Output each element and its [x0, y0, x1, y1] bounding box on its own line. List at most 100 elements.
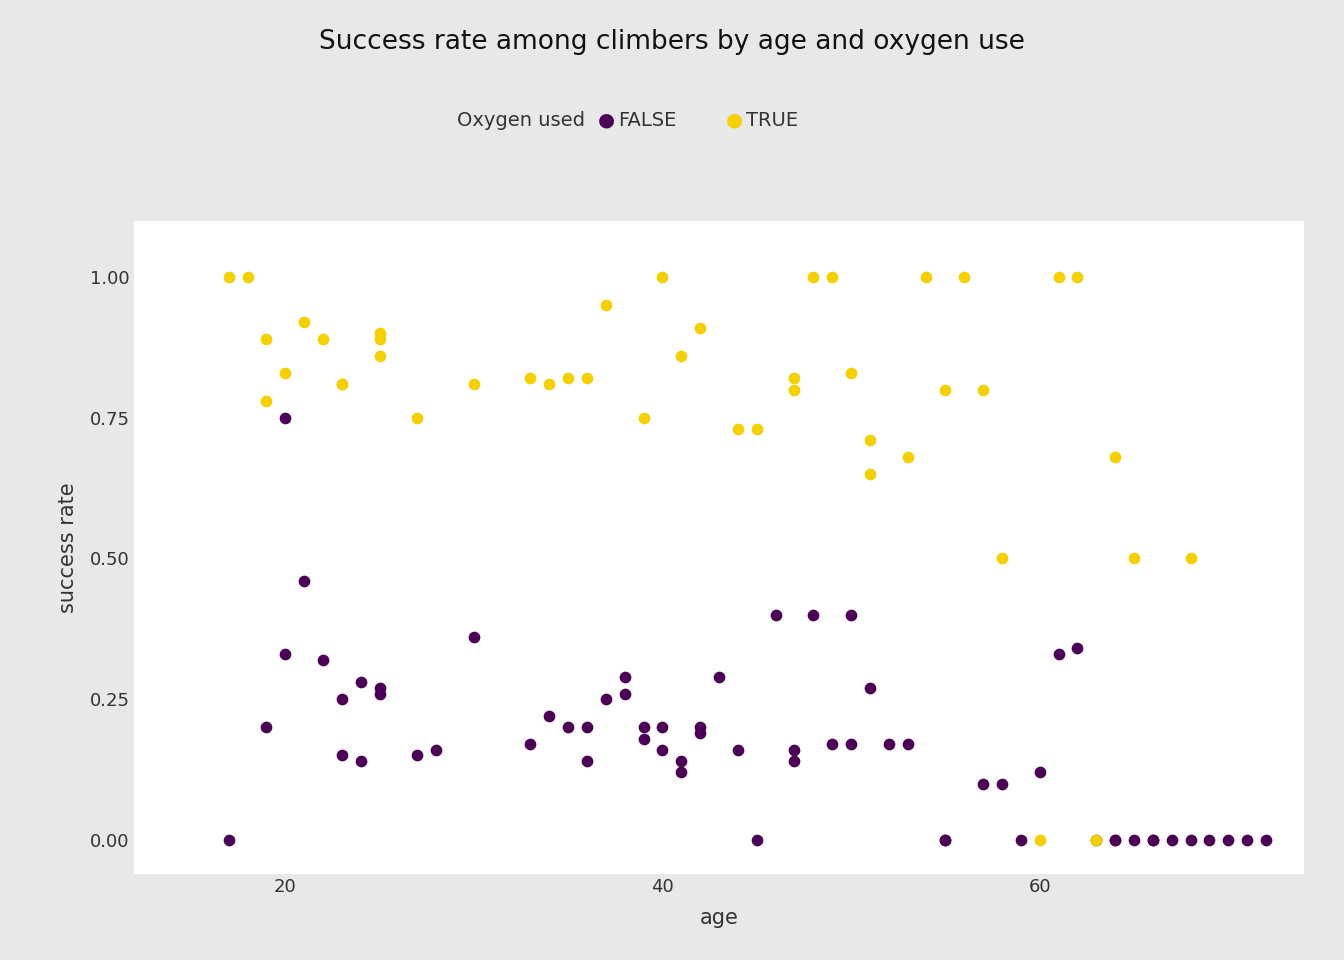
Point: [765, 607, 786, 622]
Point: [274, 646, 296, 661]
Point: [331, 376, 352, 392]
Point: [558, 371, 579, 386]
Point: [689, 720, 711, 735]
Point: [671, 764, 692, 780]
Point: [652, 270, 673, 285]
Point: [972, 382, 993, 397]
Point: [689, 320, 711, 335]
Point: [255, 394, 277, 409]
Text: FALSE: FALSE: [618, 110, 676, 130]
Point: [1142, 832, 1164, 848]
Point: [784, 754, 805, 769]
Point: [349, 754, 371, 769]
Point: [896, 449, 918, 465]
Point: [293, 315, 314, 330]
Point: [896, 736, 918, 752]
Point: [915, 270, 937, 285]
Point: [1105, 449, 1126, 465]
Point: [464, 630, 485, 645]
Point: [218, 832, 239, 848]
Point: [934, 382, 956, 397]
Point: [274, 365, 296, 380]
Point: [464, 376, 485, 392]
Point: [1161, 832, 1183, 848]
Point: [840, 365, 862, 380]
Point: [972, 776, 993, 791]
Point: [1199, 832, 1220, 848]
Text: ●: ●: [726, 110, 743, 130]
Point: [746, 832, 767, 848]
Point: [595, 691, 617, 707]
Point: [312, 652, 333, 667]
Point: [368, 685, 390, 701]
Point: [577, 720, 598, 735]
Point: [293, 573, 314, 588]
Point: [1180, 551, 1202, 566]
Point: [614, 685, 636, 701]
Point: [520, 736, 542, 752]
Point: [953, 270, 974, 285]
Point: [1030, 832, 1051, 848]
Y-axis label: success rate: success rate: [58, 482, 78, 612]
Point: [784, 742, 805, 757]
Point: [577, 371, 598, 386]
Point: [520, 371, 542, 386]
Point: [368, 348, 390, 364]
Point: [746, 421, 767, 437]
Point: [614, 669, 636, 684]
Point: [784, 382, 805, 397]
Point: [821, 736, 843, 752]
Point: [255, 331, 277, 347]
Point: [237, 270, 258, 285]
Text: TRUE: TRUE: [746, 110, 798, 130]
Point: [671, 348, 692, 364]
Point: [1048, 270, 1070, 285]
Point: [1255, 832, 1277, 848]
Point: [727, 742, 749, 757]
Point: [368, 325, 390, 341]
Point: [991, 551, 1012, 566]
Point: [406, 748, 427, 763]
Text: Success rate among climbers by age and oxygen use: Success rate among climbers by age and o…: [319, 29, 1025, 55]
Point: [840, 607, 862, 622]
Point: [934, 832, 956, 848]
Point: [1067, 641, 1089, 657]
Point: [577, 754, 598, 769]
Point: [859, 681, 880, 696]
Point: [274, 410, 296, 425]
Point: [1236, 832, 1258, 848]
Point: [1124, 551, 1145, 566]
Point: [1086, 832, 1107, 848]
Point: [539, 376, 560, 392]
Point: [1067, 270, 1089, 285]
Point: [1105, 832, 1126, 848]
Point: [671, 754, 692, 769]
Point: [1011, 832, 1032, 848]
Point: [1180, 832, 1202, 848]
Point: [426, 742, 448, 757]
Point: [840, 736, 862, 752]
Point: [689, 725, 711, 740]
Text: ●: ●: [598, 110, 616, 130]
Point: [784, 371, 805, 386]
Point: [539, 708, 560, 724]
Point: [1048, 646, 1070, 661]
Point: [595, 298, 617, 313]
Point: [878, 736, 899, 752]
X-axis label: age: age: [700, 907, 738, 927]
Point: [1030, 764, 1051, 780]
Point: [255, 720, 277, 735]
Point: [633, 410, 655, 425]
Point: [991, 776, 1012, 791]
Text: Oxygen used: Oxygen used: [457, 110, 585, 130]
Point: [727, 421, 749, 437]
Point: [1218, 832, 1239, 848]
Point: [802, 607, 824, 622]
Point: [368, 331, 390, 347]
Point: [934, 832, 956, 848]
Point: [802, 270, 824, 285]
Point: [331, 691, 352, 707]
Point: [1142, 832, 1164, 848]
Point: [558, 720, 579, 735]
Point: [312, 331, 333, 347]
